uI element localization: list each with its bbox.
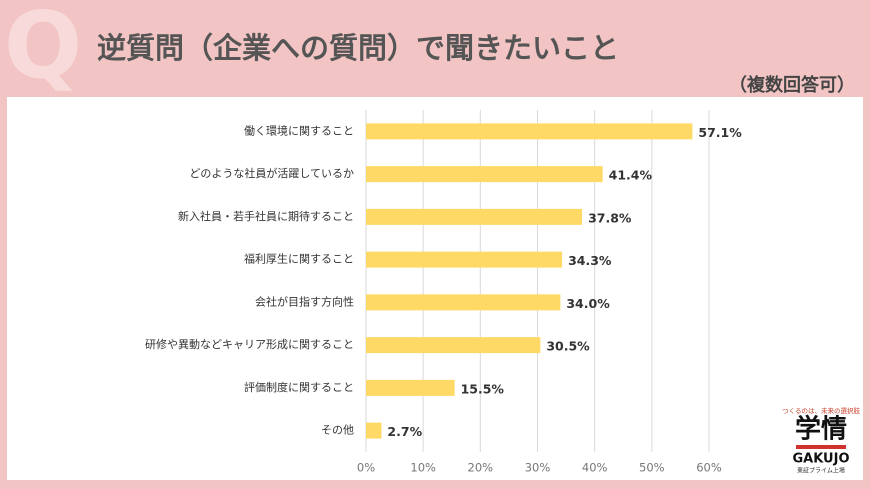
- x-tick-label: 10%: [410, 461, 436, 475]
- value-label: 30.5%: [546, 339, 590, 354]
- x-tick-label: 0%: [357, 461, 375, 475]
- chart-title: 逆質問（企業への質問）で聞きたいこと: [97, 31, 619, 65]
- value-label: 57.1%: [698, 125, 742, 140]
- value-label: 37.8%: [588, 210, 632, 225]
- logo-note: 東証プライム上場: [797, 467, 845, 475]
- category-label: 会社が目指す方向性: [255, 294, 354, 308]
- x-tick-label: 60%: [696, 461, 722, 475]
- value-label: 15.5%: [461, 381, 505, 396]
- subtitle: （複数回答可）: [729, 74, 855, 96]
- category-label: 新入社員・若手社員に期待すること: [178, 209, 354, 223]
- watermark: Q: [4, 0, 82, 99]
- bar: [366, 251, 563, 268]
- bar: [366, 337, 541, 354]
- plot-panel: [7, 97, 863, 480]
- bar: [366, 166, 603, 183]
- logo-name-en: GAKUJO: [792, 452, 849, 467]
- value-label: 41.4%: [609, 168, 653, 183]
- bar: [366, 294, 561, 311]
- value-label: 34.0%: [566, 296, 610, 311]
- value-label: 2.7%: [387, 424, 422, 439]
- bar: [366, 123, 693, 140]
- category-label: 研修や異動などキャリア形成に関すること: [145, 337, 354, 351]
- logo-bar: [796, 445, 846, 449]
- x-tick-label: 50%: [639, 461, 665, 475]
- logo-name: 学情: [795, 414, 847, 445]
- x-tick-label: 40%: [582, 461, 608, 475]
- x-tick-label: 30%: [525, 461, 551, 475]
- value-label: 34.3%: [568, 253, 612, 268]
- logo-tagline: つくるのは、未来の選択肢: [782, 406, 860, 415]
- category-label: 福利厚生に関すること: [244, 252, 354, 266]
- category-label: その他: [321, 424, 354, 437]
- bar: [366, 379, 455, 396]
- category-label: どのような社員が活躍しているか: [189, 166, 354, 180]
- category-label: 評価制度に関すること: [244, 380, 354, 394]
- bar: [366, 208, 583, 225]
- category-label: 働く環境に関すること: [244, 123, 354, 137]
- bar: [366, 422, 382, 439]
- x-tick-label: 20%: [468, 461, 494, 475]
